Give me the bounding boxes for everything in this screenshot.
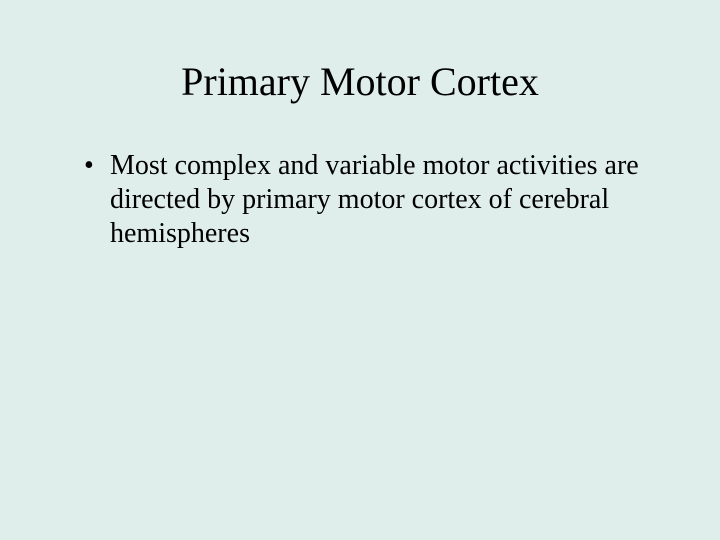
list-item: Most complex and variable motor activiti… (84, 149, 658, 251)
slide-title: Primary Motor Cortex (62, 58, 658, 105)
slide: Primary Motor Cortex Most complex and va… (0, 0, 720, 540)
bullet-list: Most complex and variable motor activiti… (62, 149, 658, 251)
